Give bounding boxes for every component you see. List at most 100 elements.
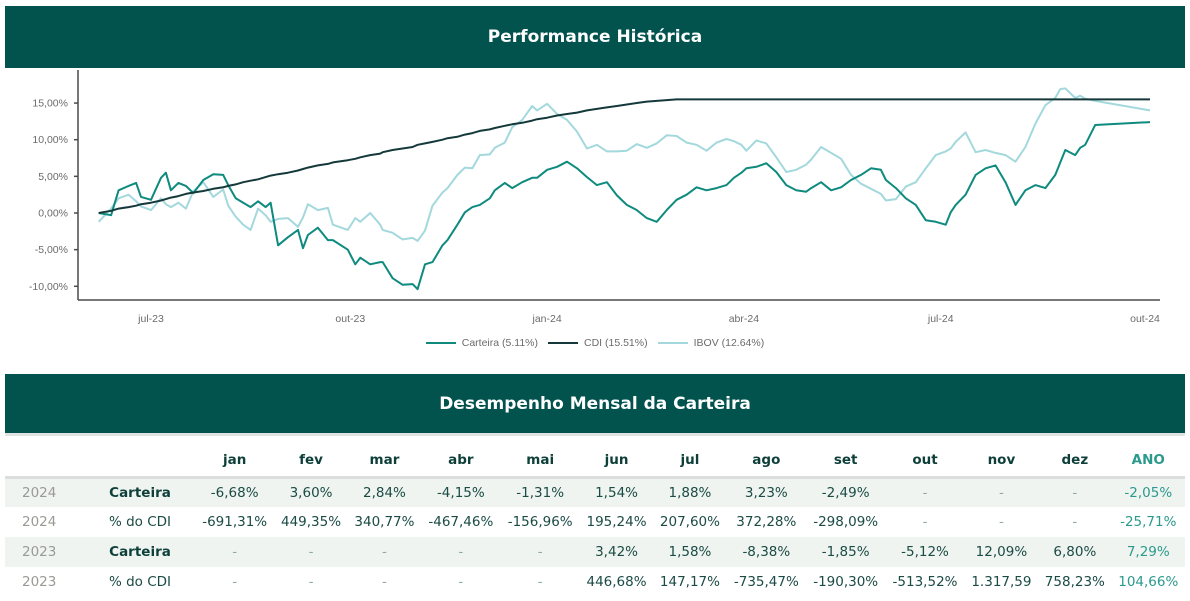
cell-value: 1.317,59: [971, 574, 1032, 590]
x-tick-label: jul-23: [137, 313, 164, 325]
cell-value: -691,31%: [202, 514, 268, 530]
x-tick-label: out-24: [1130, 313, 1160, 325]
cell-value: 446,68%: [586, 574, 647, 590]
row-label: Carteira: [85, 537, 195, 567]
cell-value: -: [421, 537, 501, 567]
performance-header: Performance Histórica: [5, 6, 1185, 68]
column-header-fev: fev: [274, 445, 348, 479]
x-tick-label: jul-24: [927, 313, 954, 325]
series-line-ibov: [97, 87, 1151, 242]
cell-value: -: [308, 574, 314, 590]
column-header-ago: ago: [726, 445, 806, 479]
row-year: 2024: [5, 477, 85, 507]
chart-legend: Carteira (5.11%) CDI (15.51%) IBOV (12.64%…: [0, 337, 1190, 349]
x-tick-label: jan-24: [532, 313, 562, 325]
row-year: 2023: [5, 537, 85, 567]
cell-value: -: [537, 574, 543, 590]
cell-value: 3,23%: [726, 477, 806, 507]
cell-value: 2,84%: [347, 477, 422, 507]
cell-value: -: [382, 574, 387, 590]
y-tick-label: 10,00%: [32, 134, 68, 146]
cell-value: 195,24%: [586, 514, 647, 530]
legend-swatch: [548, 342, 578, 344]
cell-value: -735,47%: [733, 574, 799, 590]
table-row: 2023% do CDI - - - - -446,68% 147,17% -735,47% -…: [5, 567, 1185, 597]
table-row: 2024 Carteira -6,68% 3,60% 2,84% -4,15% -1,31%…: [5, 477, 1185, 507]
cell-value: -513,52%: [892, 574, 958, 590]
column-header-out: out: [885, 445, 965, 479]
cell-value: -467,46%: [428, 514, 494, 530]
cell-value: -: [998, 514, 1004, 530]
cell-value: 3,42%: [579, 537, 654, 567]
row-label: Carteira: [85, 477, 195, 507]
series-line-carteira: [98, 121, 1151, 291]
legend-item-ibov: IBOV (12.64%): [657, 337, 765, 349]
cell-value: 449,35%: [281, 514, 342, 530]
table-row: 2023 Carteira - - - - -3,42% 1,58% -8,38% -1,85% -…: [5, 537, 1185, 567]
cell-ano: -2,05%: [1111, 477, 1185, 507]
y-tick-label: 5,00%: [38, 171, 68, 183]
row-label: % do CDI: [108, 574, 172, 590]
cell-value: -: [885, 477, 965, 507]
column-header-blank: [85, 445, 195, 479]
cell-ano: 104,66%: [1118, 574, 1179, 590]
column-header-jan: jan: [195, 445, 275, 479]
cell-value: -6,68%: [195, 477, 275, 507]
cell-value: 6,80%: [1038, 537, 1112, 567]
column-header-jun: jun: [579, 445, 654, 479]
legend-label: IBOV (12.64%): [693, 337, 765, 349]
column-header-mar: mar: [347, 445, 422, 479]
cell-value: -298,09%: [813, 514, 879, 530]
performance-chart: -10,00% -5,00% 0,00% 5,00% 10,00% 15,00% jul-2…: [29, 70, 1160, 325]
series-line-cdi: [98, 98, 1150, 214]
cell-value: -8,38%: [726, 537, 806, 567]
cell-value: -: [274, 537, 348, 567]
cell-value: -1,85%: [806, 537, 886, 567]
cell-value: -190,30%: [813, 574, 879, 590]
x-tick-label: abr-24: [729, 313, 760, 325]
cell-value: -: [347, 537, 422, 567]
column-header-mai: mai: [500, 445, 580, 479]
table-row: 2024 % do CDI -691,31% 449,35% 340,77% -467,4…: [5, 507, 1185, 537]
cell-value: -: [1072, 514, 1078, 530]
cell-value: -2,49%: [806, 477, 886, 507]
cell-value: 12,09%: [964, 537, 1039, 567]
column-header-blank: [5, 445, 85, 479]
column-header-abr: abr: [421, 445, 501, 479]
cell-value: -: [195, 537, 275, 567]
row-year: 2023: [22, 574, 57, 590]
y-tick-label: 15,00%: [32, 98, 68, 110]
cell-value: -: [964, 477, 1039, 507]
cell-value: 207,60%: [659, 514, 720, 530]
monthly-performance-table: jan fev mar abr mai jun jul ago set out nov dez ANO …: [5, 445, 1185, 597]
cell-value: 1,58%: [653, 537, 727, 567]
y-tick-label: -5,00%: [35, 244, 68, 256]
cell-value: -1,31%: [500, 477, 580, 507]
legend-swatch: [425, 342, 456, 344]
cell-ano: -25,71%: [1120, 514, 1177, 530]
table-header-row: jan fev mar abr mai jun jul ago set out nov dez ANO: [5, 445, 1185, 479]
cell-value: -156,96%: [507, 514, 573, 530]
row-label: % do CDI: [108, 514, 172, 530]
cell-value: -: [922, 514, 928, 530]
y-tick-label: 0,00%: [38, 208, 68, 220]
cell-ano: 7,29%: [1111, 537, 1185, 567]
legend-item-cdi: CDI (15.51%): [548, 337, 648, 349]
cell-value: 1,54%: [579, 477, 654, 507]
cell-value: 1,88%: [653, 477, 727, 507]
cell-value: -5,12%: [885, 537, 965, 567]
row-year: 2024: [22, 514, 57, 530]
cell-value: -: [500, 537, 580, 567]
x-tick-label: out-23: [335, 313, 365, 325]
cell-value: -: [232, 574, 238, 590]
legend-swatch: [657, 342, 688, 344]
column-header-set: set: [806, 445, 886, 479]
legend-label: CDI (15.51%): [584, 337, 648, 349]
legend-label: Carteira (5.11%): [461, 337, 538, 349]
performance-title: Performance Histórica: [487, 27, 703, 47]
cell-value: 3,60%: [274, 477, 348, 507]
cell-value: -: [1038, 477, 1112, 507]
column-header-ano: ANO: [1111, 445, 1185, 479]
cell-value: -4,15%: [421, 477, 501, 507]
legend-item-carteira: Carteira (5.11%): [425, 337, 538, 349]
